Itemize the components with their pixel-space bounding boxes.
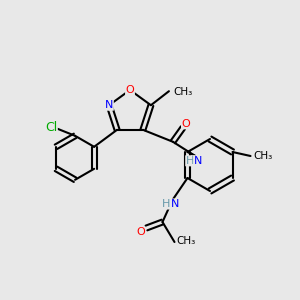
Text: O: O <box>126 85 134 95</box>
Text: Cl: Cl <box>45 121 57 134</box>
Text: CH₃: CH₃ <box>173 87 192 97</box>
Text: O: O <box>136 227 145 237</box>
Text: N: N <box>171 199 180 209</box>
Text: H: H <box>186 156 194 166</box>
Text: N: N <box>194 156 202 166</box>
Text: H: H <box>162 199 171 209</box>
Text: O: O <box>182 119 190 129</box>
Text: N: N <box>105 100 113 110</box>
Text: CH₃: CH₃ <box>176 236 196 246</box>
Text: CH₃: CH₃ <box>254 151 273 161</box>
